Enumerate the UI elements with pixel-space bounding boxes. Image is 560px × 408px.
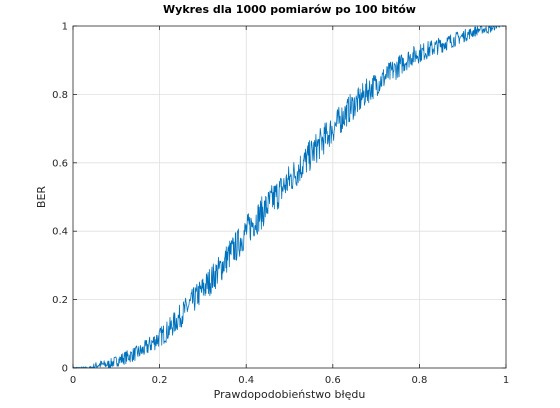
y-axis-label: BER <box>35 186 48 208</box>
y-tick-label: 0 <box>62 364 68 375</box>
chart-title: Wykres dla 1000 pomiarów po 100 bitów <box>163 3 416 16</box>
y-tick-label: 0.4 <box>52 227 68 238</box>
axes-box <box>72 25 507 369</box>
x-tick-label: 1 <box>503 375 509 386</box>
x-tick-label: 0.2 <box>152 375 168 386</box>
tick-labels: 0 0.2 0.4 0.6 0.8 1 0 0.2 0.4 0.6 0.8 1 <box>52 22 509 387</box>
y-tick-label: 1 <box>62 22 68 33</box>
plot-clip-group <box>73 26 506 368</box>
x-tick-label: 0.8 <box>411 375 427 386</box>
y-tick-label: 0.2 <box>52 295 68 306</box>
x-tick-label: 0.4 <box>238 375 254 386</box>
y-tick-label: 0.6 <box>52 158 68 169</box>
plot-area <box>73 26 506 368</box>
x-tick-label: 0.6 <box>325 375 341 386</box>
ticks <box>72 25 507 369</box>
x-tick-label: 0 <box>70 375 76 386</box>
x-axis-label: Prawdopodobieństwo błędu <box>214 388 366 401</box>
series-layer <box>73 26 506 368</box>
series-line <box>73 26 506 368</box>
grid <box>73 26 506 368</box>
y-tick-label: 0.8 <box>52 90 68 101</box>
